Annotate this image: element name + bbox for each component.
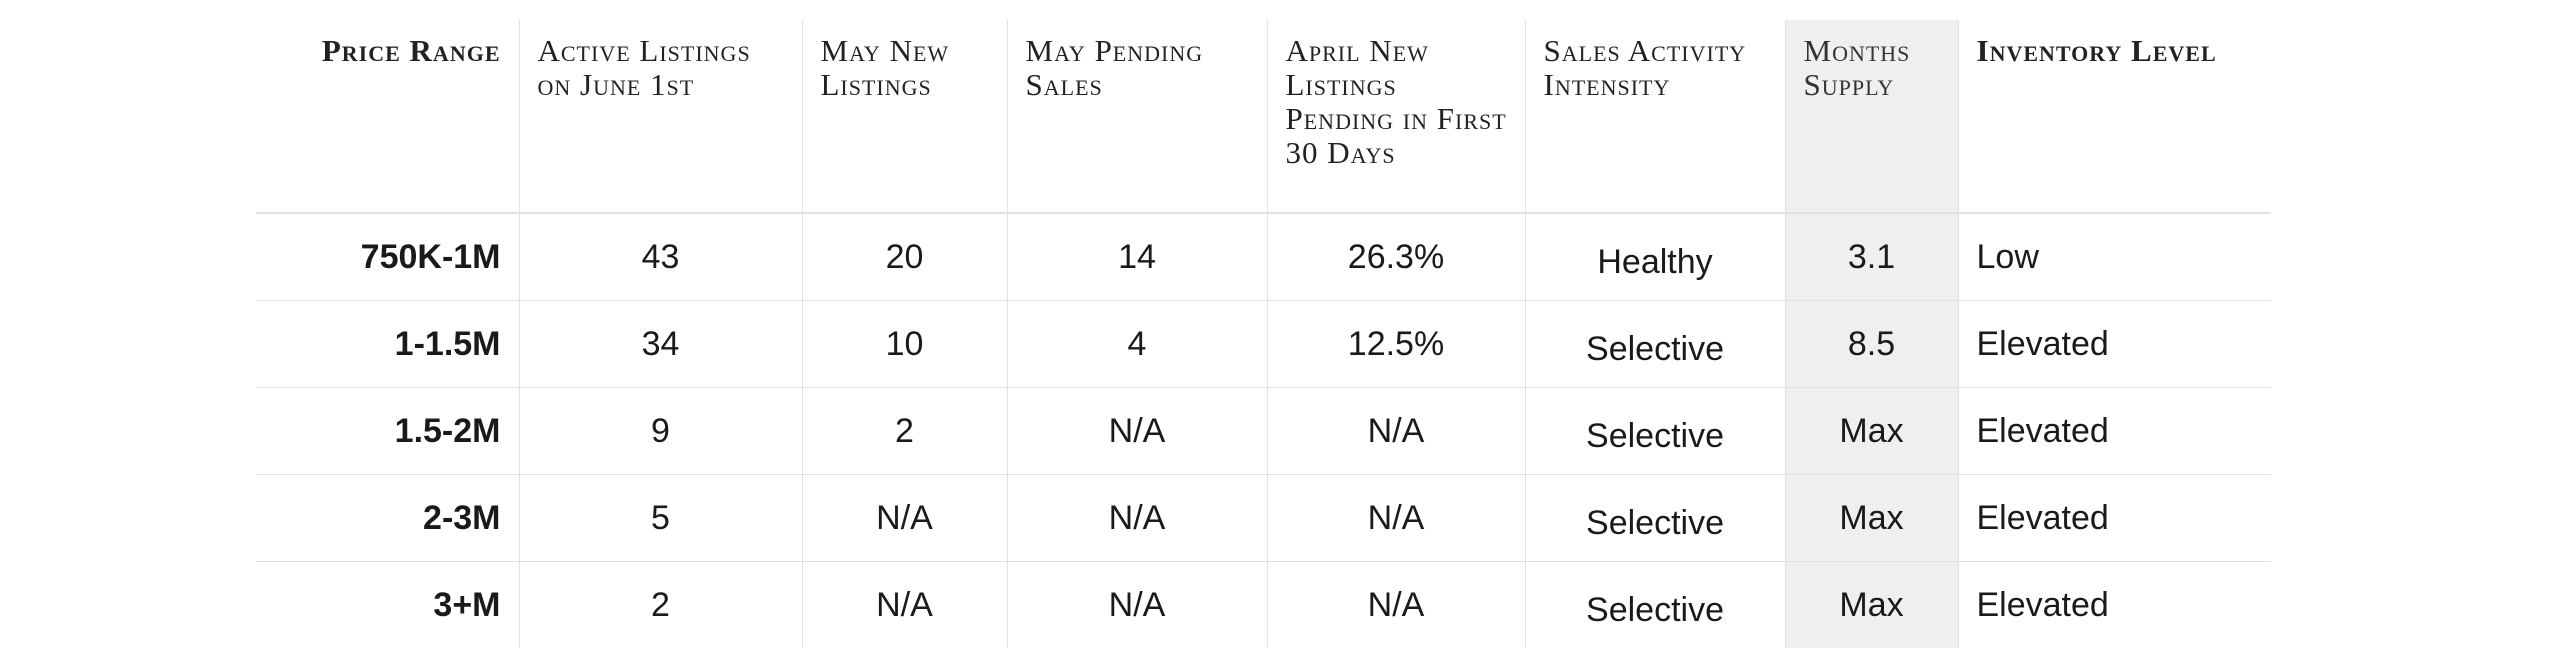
may-new-listings-cell: N/A bbox=[802, 475, 1007, 562]
header-may-pending-sales: May Pending Sales bbox=[1007, 20, 1267, 213]
april-pending-rate-cell: 12.5% bbox=[1267, 301, 1525, 388]
table-row: 750K-1M 43 20 14 26.3% Healthy 3.1 Low bbox=[256, 213, 2271, 301]
inventory-level-cell: Elevated bbox=[1958, 388, 2271, 475]
table-row: 3+M 2 N/A N/A N/A Selective Max Elevated bbox=[256, 562, 2271, 648]
april-pending-rate-cell: N/A bbox=[1267, 388, 1525, 475]
months-supply-cell: Max bbox=[1785, 388, 1958, 475]
months-supply-cell: 3.1 bbox=[1785, 213, 1958, 301]
sales-intensity-cell: Selective bbox=[1525, 388, 1785, 475]
active-listings-cell: 5 bbox=[519, 475, 802, 562]
sales-intensity-cell: Healthy bbox=[1525, 213, 1785, 301]
may-pending-sales-cell: 4 bbox=[1007, 301, 1267, 388]
inventory-level-cell: Elevated bbox=[1958, 562, 2271, 648]
months-supply-cell: Max bbox=[1785, 562, 1958, 648]
months-supply-cell: Max bbox=[1785, 475, 1958, 562]
header-active-listings: Active Listings on June 1st bbox=[519, 20, 802, 213]
header-sales-activity-intensity: Sales Activity Intensity bbox=[1525, 20, 1785, 213]
active-listings-cell: 2 bbox=[519, 562, 802, 648]
sales-intensity-cell: Selective bbox=[1525, 562, 1785, 648]
header-row: Price Range Active Listings on June 1st … bbox=[256, 20, 2271, 213]
may-new-listings-cell: 20 bbox=[802, 213, 1007, 301]
table-row: 1-1.5M 34 10 4 12.5% Selective 8.5 Eleva… bbox=[256, 301, 2271, 388]
may-new-listings-cell: 2 bbox=[802, 388, 1007, 475]
may-pending-sales-cell: N/A bbox=[1007, 562, 1267, 648]
inventory-level-cell: Elevated bbox=[1958, 301, 2271, 388]
price-range-cell: 750K-1M bbox=[256, 213, 519, 301]
active-listings-cell: 34 bbox=[519, 301, 802, 388]
price-range-cell: 3+M bbox=[256, 562, 519, 648]
price-range-cell: 2-3M bbox=[256, 475, 519, 562]
header-april-new-listings-pending: April New Listings Pending in First 30 D… bbox=[1267, 20, 1525, 213]
inventory-level-cell: Low bbox=[1958, 213, 2271, 301]
may-new-listings-cell: 10 bbox=[802, 301, 1007, 388]
sales-intensity-cell: Selective bbox=[1525, 301, 1785, 388]
active-listings-cell: 9 bbox=[519, 388, 802, 475]
table-row: 2-3M 5 N/A N/A N/A Selective Max Elevate… bbox=[256, 475, 2271, 562]
price-range-cell: 1.5-2M bbox=[256, 388, 519, 475]
sales-intensity-cell: Selective bbox=[1525, 475, 1785, 562]
may-pending-sales-cell: 14 bbox=[1007, 213, 1267, 301]
header-may-new-listings: May New Listings bbox=[802, 20, 1007, 213]
header-inventory-level: Inventory Level bbox=[1958, 20, 2271, 213]
months-supply-cell: 8.5 bbox=[1785, 301, 1958, 388]
active-listings-cell: 43 bbox=[519, 213, 802, 301]
april-pending-rate-cell: N/A bbox=[1267, 475, 1525, 562]
table-row: 1.5-2M 9 2 N/A N/A Selective Max Elevate… bbox=[256, 388, 2271, 475]
price-range-cell: 1-1.5M bbox=[256, 301, 519, 388]
market-stats-table: Price Range Active Listings on June 1st … bbox=[256, 20, 2271, 648]
may-pending-sales-cell: N/A bbox=[1007, 388, 1267, 475]
may-pending-sales-cell: N/A bbox=[1007, 475, 1267, 562]
header-price-range: Price Range bbox=[256, 20, 519, 213]
may-new-listings-cell: N/A bbox=[802, 562, 1007, 648]
inventory-level-cell: Elevated bbox=[1958, 475, 2271, 562]
april-pending-rate-cell: 26.3% bbox=[1267, 213, 1525, 301]
april-pending-rate-cell: N/A bbox=[1267, 562, 1525, 648]
market-stats-table-container: Price Range Active Listings on June 1st … bbox=[256, 20, 2271, 648]
header-months-supply: Months Supply bbox=[1785, 20, 1958, 213]
